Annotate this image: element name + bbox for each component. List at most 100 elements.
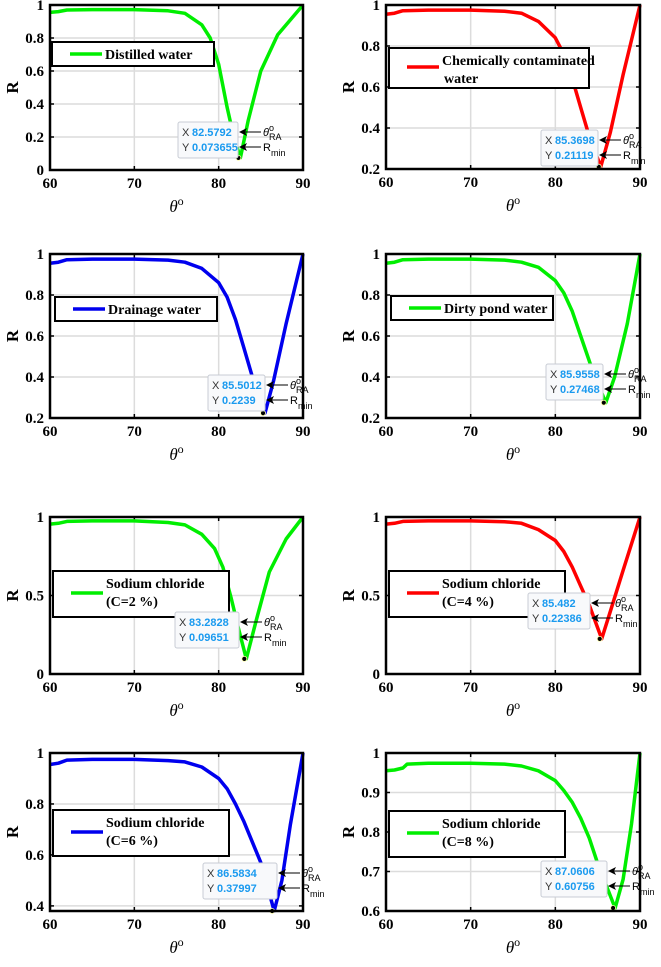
y-tick-label: 1 bbox=[373, 746, 381, 762]
datatip-value: 0.37997 bbox=[217, 883, 257, 895]
datatip-axis-label: X bbox=[179, 617, 187, 629]
datatip-value: 86.5834 bbox=[217, 868, 258, 880]
arrow-left-icon bbox=[604, 385, 612, 393]
chart-panel-3: 60 70 80 90 0.2 0.4 0.6 0.8 1 Rθo Drainage water X 8… bbox=[3, 247, 312, 464]
y-tick-label: 0.9 bbox=[361, 786, 380, 802]
x-axis-label: θo bbox=[506, 935, 520, 957]
y-tick-label: 0.4 bbox=[25, 899, 44, 915]
arrow-left-icon bbox=[240, 618, 248, 626]
y-tick-label: 1 bbox=[37, 0, 45, 14]
x-tick-label: 60 bbox=[43, 424, 58, 440]
y-tick-label: 0.6 bbox=[25, 64, 44, 80]
min-point-marker[interactable] bbox=[610, 905, 617, 911]
datatip-axis-label: X bbox=[532, 598, 540, 610]
legend-label: Sodium chloride bbox=[106, 577, 204, 592]
datatip-value: 0.09651 bbox=[189, 632, 229, 644]
datatip-axis-label: X bbox=[182, 127, 190, 139]
y-tick-label: 0.6 bbox=[361, 80, 380, 96]
legend: Sodium chloride (C=6 %) bbox=[52, 809, 230, 857]
axes-box bbox=[384, 252, 642, 420]
y-tick-label: 0.4 bbox=[361, 121, 380, 137]
chart-panel-6: 60 70 80 90 0 0.5 1 Rθo Sodium chloride (C=4 %) X 8… bbox=[339, 510, 648, 720]
legend-label: (C=4 %) bbox=[442, 595, 494, 610]
datatip-value: 83.2828 bbox=[189, 617, 229, 629]
y-tick-label: 0 bbox=[37, 667, 45, 683]
y-tick-label: 0.2 bbox=[25, 130, 44, 146]
datatip-axis-label: X bbox=[545, 866, 553, 878]
min-point-marker[interactable] bbox=[600, 399, 607, 406]
x-tick-label: 60 bbox=[379, 424, 394, 440]
y-tick-label: 0.6 bbox=[361, 904, 380, 920]
x-tick-label: 80 bbox=[211, 680, 226, 696]
x-tick-label: 90 bbox=[296, 917, 311, 933]
legend: Sodium chloride (C=8 %) bbox=[388, 810, 566, 858]
legend: Chemically contaminated water bbox=[388, 47, 595, 89]
datatip-value: 0.22386 bbox=[542, 613, 582, 625]
theta-ra-annotation: θo RA bbox=[302, 864, 321, 883]
x-axis-label: θo bbox=[169, 442, 183, 464]
y-tick-label: 0.2 bbox=[361, 411, 380, 427]
arrow-left-icon bbox=[266, 381, 274, 389]
datatip-axis-label: Y bbox=[545, 881, 553, 893]
datatip-value: 0.073655 bbox=[192, 142, 238, 154]
datatip-value: 0.60756 bbox=[555, 881, 595, 893]
x-tick-label: 60 bbox=[43, 680, 58, 696]
x-tick-label: 90 bbox=[633, 917, 648, 933]
arrow-left-icon bbox=[278, 884, 286, 892]
x-tick-label: 80 bbox=[211, 424, 226, 440]
axes-box bbox=[48, 515, 305, 676]
y-tick-label: 1 bbox=[373, 0, 381, 14]
datatip-axis-label: X bbox=[212, 380, 220, 392]
y-tick-label: 0.8 bbox=[361, 39, 380, 55]
x-axis-label: θo bbox=[169, 935, 183, 957]
datatip-axis-label: Y bbox=[545, 150, 553, 162]
y-tick-label: 1 bbox=[373, 510, 381, 526]
arrow-left-icon bbox=[278, 869, 286, 877]
legend-label: Distilled water bbox=[105, 48, 192, 63]
legend-label: (C=2 %) bbox=[106, 595, 158, 610]
x-tick-label: 70 bbox=[463, 424, 478, 440]
min-point-marker[interactable] bbox=[241, 655, 248, 662]
axes-box bbox=[48, 252, 305, 420]
y-tick-label: 0.7 bbox=[361, 865, 380, 881]
x-tick-label: 80 bbox=[548, 424, 563, 440]
data-curve bbox=[49, 253, 305, 415]
legend-label: Sodium chloride bbox=[442, 577, 540, 592]
datatip-axis-label: Y bbox=[207, 883, 215, 895]
x-axis-label: θo bbox=[169, 698, 183, 720]
y-tick-label: 0.4 bbox=[25, 97, 44, 113]
y-tick-label: 0.5 bbox=[25, 589, 44, 605]
min-point-marker[interactable] bbox=[596, 635, 603, 642]
datatip-axis-label: X bbox=[545, 135, 553, 147]
y-tick-label: 0.4 bbox=[25, 370, 44, 386]
legend-label: Dirty pond water bbox=[444, 302, 547, 317]
axes-box bbox=[48, 751, 305, 913]
y-tick-label: 0.8 bbox=[25, 31, 44, 47]
datatip-value: 0.21119 bbox=[555, 150, 594, 162]
y-tick-label: 0 bbox=[37, 163, 45, 179]
x-axis-label: θo bbox=[506, 193, 520, 215]
datatip-axis-label: Y bbox=[182, 142, 190, 154]
x-tick-label: 70 bbox=[127, 424, 142, 440]
y-tick-label: 0.6 bbox=[25, 848, 44, 864]
datatip-value: 85.9558 bbox=[560, 369, 600, 381]
legend: Drainage water bbox=[54, 296, 218, 322]
x-tick-label: 80 bbox=[548, 175, 563, 191]
legend-label: (C=6 %) bbox=[106, 834, 158, 849]
legend-label: Sodium chloride bbox=[442, 817, 540, 832]
arrow-left-icon bbox=[240, 633, 248, 641]
x-tick-label: 80 bbox=[548, 680, 563, 696]
y-tick-label: 1 bbox=[37, 510, 45, 526]
data-curve bbox=[385, 253, 642, 405]
legend-label: (C=8 %) bbox=[442, 835, 494, 850]
